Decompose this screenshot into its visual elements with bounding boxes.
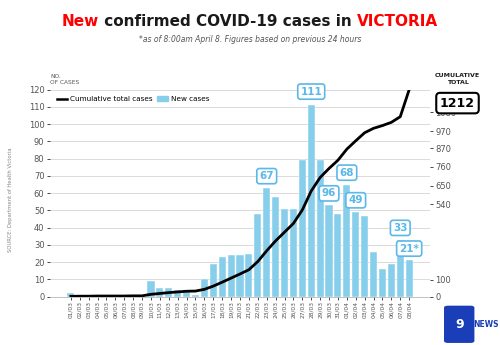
Bar: [316, 160, 324, 297]
Text: 68: 68: [340, 168, 354, 178]
Bar: [148, 281, 154, 297]
Bar: [94, 295, 101, 297]
Text: 1212: 1212: [440, 97, 475, 110]
Bar: [201, 279, 208, 297]
Text: 96: 96: [322, 188, 336, 198]
Bar: [254, 214, 262, 297]
Bar: [344, 185, 350, 297]
Text: 9: 9: [455, 318, 464, 331]
Bar: [326, 205, 332, 297]
Text: New: New: [62, 14, 99, 29]
Bar: [352, 212, 360, 297]
Bar: [76, 295, 84, 297]
Text: VICTORIA: VICTORIA: [357, 14, 438, 29]
Bar: [130, 295, 136, 297]
Text: 67: 67: [260, 171, 274, 181]
FancyBboxPatch shape: [444, 306, 474, 343]
Legend: Cumulative total cases, New cases: Cumulative total cases, New cases: [54, 93, 212, 105]
Text: 111: 111: [300, 87, 322, 97]
Text: SOURCE: Department of Health Victoria: SOURCE: Department of Health Victoria: [8, 148, 14, 252]
Text: NO.
OF CASES: NO. OF CASES: [50, 74, 79, 85]
Text: 33: 33: [393, 223, 407, 233]
Bar: [272, 197, 279, 297]
Bar: [290, 209, 297, 297]
Bar: [218, 257, 226, 297]
Text: NEWS: NEWS: [473, 320, 498, 329]
Bar: [246, 254, 252, 297]
Bar: [396, 240, 404, 297]
Text: confirmed COVID-19 cases in: confirmed COVID-19 cases in: [99, 14, 357, 29]
Bar: [370, 252, 377, 297]
Bar: [192, 295, 199, 297]
Bar: [156, 288, 164, 297]
Text: 21*: 21*: [399, 244, 419, 254]
Bar: [210, 264, 217, 297]
Bar: [406, 260, 412, 297]
Bar: [281, 209, 288, 297]
Bar: [183, 290, 190, 297]
Bar: [174, 290, 181, 297]
Bar: [263, 188, 270, 297]
Bar: [228, 255, 234, 297]
Text: *as of 8:00am April 8. Figures based on previous 24 hours: *as of 8:00am April 8. Figures based on …: [139, 34, 361, 43]
Text: 49: 49: [348, 195, 363, 205]
Bar: [379, 269, 386, 297]
Bar: [308, 105, 315, 297]
Bar: [299, 160, 306, 297]
Bar: [388, 264, 395, 297]
Bar: [68, 293, 74, 297]
Text: CUMULATIVE
TOTAL: CUMULATIVE TOTAL: [435, 73, 480, 85]
Bar: [361, 216, 368, 297]
Bar: [334, 214, 342, 297]
Bar: [165, 288, 172, 297]
Bar: [236, 255, 244, 297]
